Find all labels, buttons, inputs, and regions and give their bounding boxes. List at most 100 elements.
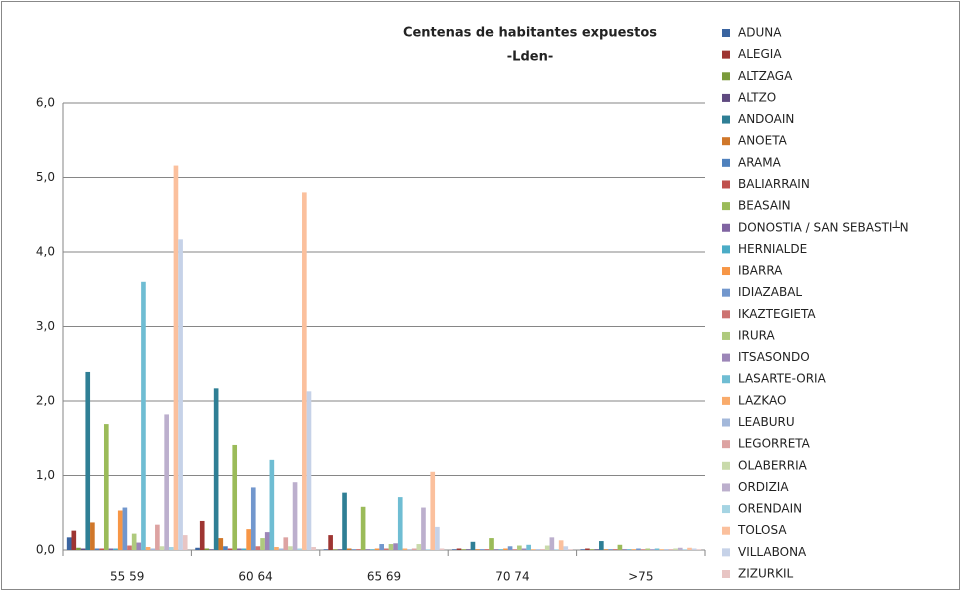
legend-label: LAZKAO xyxy=(738,393,787,407)
legend-label: LEABURU xyxy=(738,415,795,429)
x-tick-label: 60 64 xyxy=(238,570,272,584)
bar xyxy=(346,548,352,550)
bar xyxy=(328,535,333,550)
bar xyxy=(182,535,188,550)
x-tick-label: >75 xyxy=(628,570,653,584)
legend-swatch xyxy=(722,331,730,340)
bar xyxy=(351,549,357,550)
bar xyxy=(435,526,440,550)
bar xyxy=(260,538,265,550)
bar xyxy=(425,549,431,550)
bar xyxy=(677,547,683,550)
bar xyxy=(71,530,77,550)
bar xyxy=(540,549,545,550)
bar xyxy=(283,537,289,550)
bar xyxy=(512,549,518,550)
y-tick-label: 3,0 xyxy=(36,319,55,333)
bar xyxy=(640,549,646,550)
legend-swatch xyxy=(722,440,730,449)
legend-swatch xyxy=(722,180,730,189)
bar xyxy=(558,540,564,550)
legend-label: ALEGIA xyxy=(738,47,782,61)
legend-label: ITSASONDO xyxy=(738,350,810,364)
bar xyxy=(232,444,238,550)
bar xyxy=(585,548,590,550)
bar xyxy=(535,549,541,550)
legend-swatch xyxy=(722,505,730,514)
bar xyxy=(173,165,179,550)
legend-label: ANDOAIN xyxy=(738,112,794,126)
bar xyxy=(108,548,114,550)
bar xyxy=(323,549,329,550)
bar xyxy=(682,549,688,550)
chart-title: Centenas de habitantes expuestos xyxy=(403,26,657,41)
bar xyxy=(626,549,632,550)
legend-swatch xyxy=(722,548,730,557)
legend-swatch xyxy=(722,93,730,102)
bar xyxy=(475,549,480,550)
bar xyxy=(388,544,394,550)
bar xyxy=(103,424,109,550)
bar xyxy=(113,548,118,550)
legend-label: LASARTE-ORIA xyxy=(738,372,827,386)
bar xyxy=(498,549,504,550)
bar xyxy=(664,549,669,550)
bar xyxy=(654,548,660,550)
bar xyxy=(264,532,270,550)
bar xyxy=(461,549,466,550)
bar xyxy=(397,497,403,550)
bar xyxy=(493,549,499,550)
bar xyxy=(209,549,214,550)
bar xyxy=(659,549,665,550)
bar xyxy=(195,547,200,550)
bar xyxy=(292,482,298,550)
y-tick-label: 1,0 xyxy=(36,468,55,482)
legend-label: VILLABONA xyxy=(738,545,807,559)
bar xyxy=(554,549,559,550)
bar xyxy=(622,549,627,550)
y-tick-label: 5,0 xyxy=(36,170,55,184)
bar xyxy=(76,547,81,550)
legend-swatch xyxy=(722,115,730,124)
bar xyxy=(141,281,146,550)
bar xyxy=(507,546,513,550)
bar xyxy=(687,547,692,550)
bar xyxy=(306,391,312,550)
bar xyxy=(223,546,228,550)
bar xyxy=(117,510,123,550)
legend-label: ANOETA xyxy=(738,134,788,148)
bar xyxy=(489,538,494,550)
bar xyxy=(297,548,303,550)
bar xyxy=(250,487,256,550)
bar xyxy=(145,547,151,550)
bar xyxy=(90,522,95,550)
legend-swatch xyxy=(722,375,730,384)
x-tick-label: 65 69 xyxy=(367,570,401,584)
bar xyxy=(479,549,485,550)
bar xyxy=(673,548,678,550)
bar xyxy=(421,507,426,550)
legend-label: IBARRA xyxy=(738,264,783,278)
y-tick-label: 2,0 xyxy=(36,394,55,408)
legend-swatch xyxy=(722,461,730,470)
bar xyxy=(636,548,641,550)
bar xyxy=(430,471,436,550)
bar xyxy=(411,548,417,550)
bar xyxy=(342,492,347,550)
legend-label: ALTZO xyxy=(738,90,776,104)
legend-swatch xyxy=(722,137,730,146)
bar xyxy=(99,548,104,550)
bar xyxy=(255,546,261,550)
bar xyxy=(526,544,531,550)
bar xyxy=(407,549,412,550)
bar xyxy=(650,549,655,550)
bar xyxy=(337,549,343,550)
legend-label: BALIARRAIN xyxy=(738,177,810,191)
bar xyxy=(246,529,251,550)
bar xyxy=(465,549,471,550)
bar xyxy=(589,549,595,550)
bar xyxy=(691,548,697,550)
legend-label: ALTZAGA xyxy=(738,69,793,83)
bar xyxy=(94,548,100,550)
